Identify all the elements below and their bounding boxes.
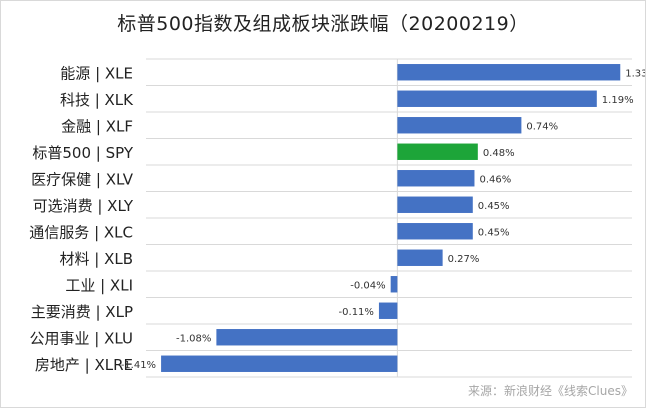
category-label: 通信服务 | XLC bbox=[29, 223, 133, 241]
bar-highlight bbox=[397, 143, 478, 160]
bar bbox=[216, 329, 398, 346]
data-label: -0.11% bbox=[339, 307, 374, 318]
data-label: 0.27% bbox=[448, 254, 480, 265]
data-label: 0.46% bbox=[479, 174, 511, 185]
data-label: 0.74% bbox=[526, 121, 558, 132]
category-label: 房地产 | XLRE bbox=[35, 356, 133, 374]
data-label: 0.45% bbox=[478, 227, 510, 238]
bar bbox=[397, 64, 621, 81]
bar bbox=[397, 117, 522, 134]
category-label: 材料 | XLB bbox=[59, 250, 133, 268]
category-label: 公用事业 | XLU bbox=[30, 329, 133, 347]
bar bbox=[378, 302, 398, 319]
bar bbox=[390, 276, 398, 293]
data-label: 0.45% bbox=[478, 201, 510, 212]
chart-title: 标普500指数及组成板块涨跌幅（20200219） bbox=[117, 13, 529, 35]
data-label: -1.08% bbox=[176, 333, 211, 344]
category-label: 标普500 | SPY bbox=[32, 144, 133, 162]
category-label: 可选消费 | XLY bbox=[33, 197, 134, 215]
bar bbox=[397, 249, 443, 266]
category-label: 能源 | XLE bbox=[60, 64, 133, 82]
data-label: -1.41% bbox=[121, 360, 156, 371]
source-note: 来源：新浪财经《线索Clues》 bbox=[468, 384, 633, 398]
category-label: 主要消费 | XLP bbox=[31, 303, 133, 321]
bar bbox=[397, 223, 473, 240]
bar bbox=[161, 355, 398, 372]
data-label: 0.48% bbox=[483, 148, 515, 159]
data-label: 1.19% bbox=[602, 95, 634, 106]
category-label: 医疗保健 | XLV bbox=[31, 170, 134, 188]
bar bbox=[397, 196, 473, 213]
category-label: 工业 | XLI bbox=[65, 276, 133, 294]
category-label: 科技 | XLK bbox=[60, 91, 134, 109]
data-label: 1.33% bbox=[625, 68, 645, 79]
bar bbox=[397, 90, 597, 107]
bar bbox=[397, 170, 475, 187]
data-label: -0.04% bbox=[350, 280, 385, 291]
category-label: 金融 | XLF bbox=[61, 117, 133, 135]
